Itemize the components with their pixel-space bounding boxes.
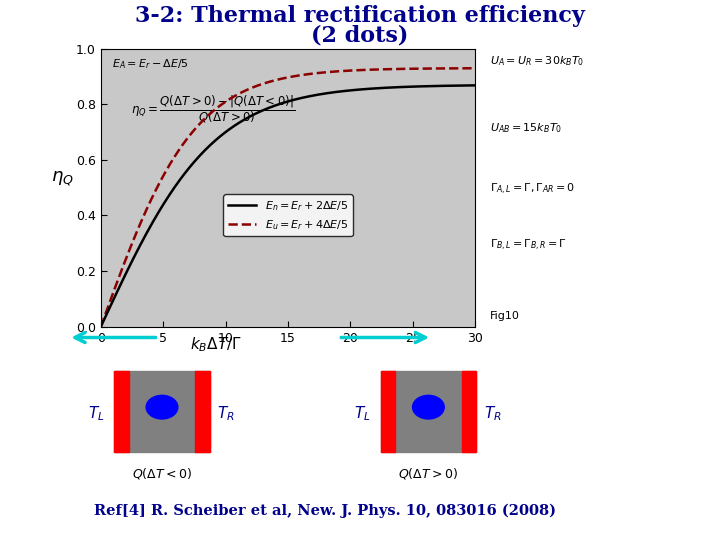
Text: $\Gamma_{B,L}=\Gamma_{B,R}=\Gamma$: $\Gamma_{B,L}=\Gamma_{B,R}=\Gamma$ — [490, 238, 567, 253]
Text: (2 dots): (2 dots) — [311, 24, 409, 46]
Bar — [114, 372, 129, 451]
Text: Ref[4] R. Scheiber et al, New. J. Phys. 10, 083016 (2008): Ref[4] R. Scheiber et al, New. J. Phys. … — [94, 504, 556, 518]
Text: $T_L$: $T_L$ — [354, 404, 371, 423]
Text: $\eta_Q = \dfrac{Q(\Delta T>0)-|Q(\Delta T<0)|}{Q(\Delta T>0)}$: $\eta_Q = \dfrac{Q(\Delta T>0)-|Q(\Delta… — [131, 93, 295, 125]
Bar — [462, 372, 476, 451]
Text: $E_A=E_r-\Delta E/5$: $E_A=E_r-\Delta E/5$ — [112, 57, 189, 71]
Text: $T_R$: $T_R$ — [484, 404, 502, 423]
Ellipse shape — [413, 395, 444, 419]
Text: $U_A=U_R=30k_BT_0$: $U_A=U_R=30k_BT_0$ — [490, 54, 585, 68]
Text: $T_L$: $T_L$ — [88, 404, 104, 423]
Text: 3-2: Thermal rectification efficiency: 3-2: Thermal rectification efficiency — [135, 5, 585, 28]
Legend: $E_n=E_r+2\Delta E/5$, $E_u=E_r+4\Delta E/5$: $E_n=E_r+2\Delta E/5$, $E_u=E_r+4\Delta … — [223, 194, 353, 237]
Bar — [381, 372, 395, 451]
Text: $U_{AB}=15k_BT_0$: $U_{AB}=15k_BT_0$ — [490, 121, 562, 134]
Text: $T_R$: $T_R$ — [217, 404, 235, 423]
Text: $\Gamma_{A,L}=\Gamma, \Gamma_{AR}=0$: $\Gamma_{A,L}=\Gamma, \Gamma_{AR}=0$ — [490, 182, 575, 197]
Bar — [381, 372, 476, 451]
Y-axis label: $\eta_Q$: $\eta_Q$ — [50, 169, 73, 187]
Text: Fig10: Fig10 — [490, 311, 520, 321]
Bar — [114, 372, 210, 451]
Text: $Q(\Delta T > 0)$: $Q(\Delta T > 0)$ — [398, 465, 459, 481]
Text: $k_B\Delta T/\Gamma$: $k_B\Delta T/\Gamma$ — [190, 335, 242, 354]
Ellipse shape — [146, 395, 178, 419]
Bar — [195, 372, 210, 451]
Text: $Q(\Delta T < 0)$: $Q(\Delta T < 0)$ — [132, 465, 192, 481]
